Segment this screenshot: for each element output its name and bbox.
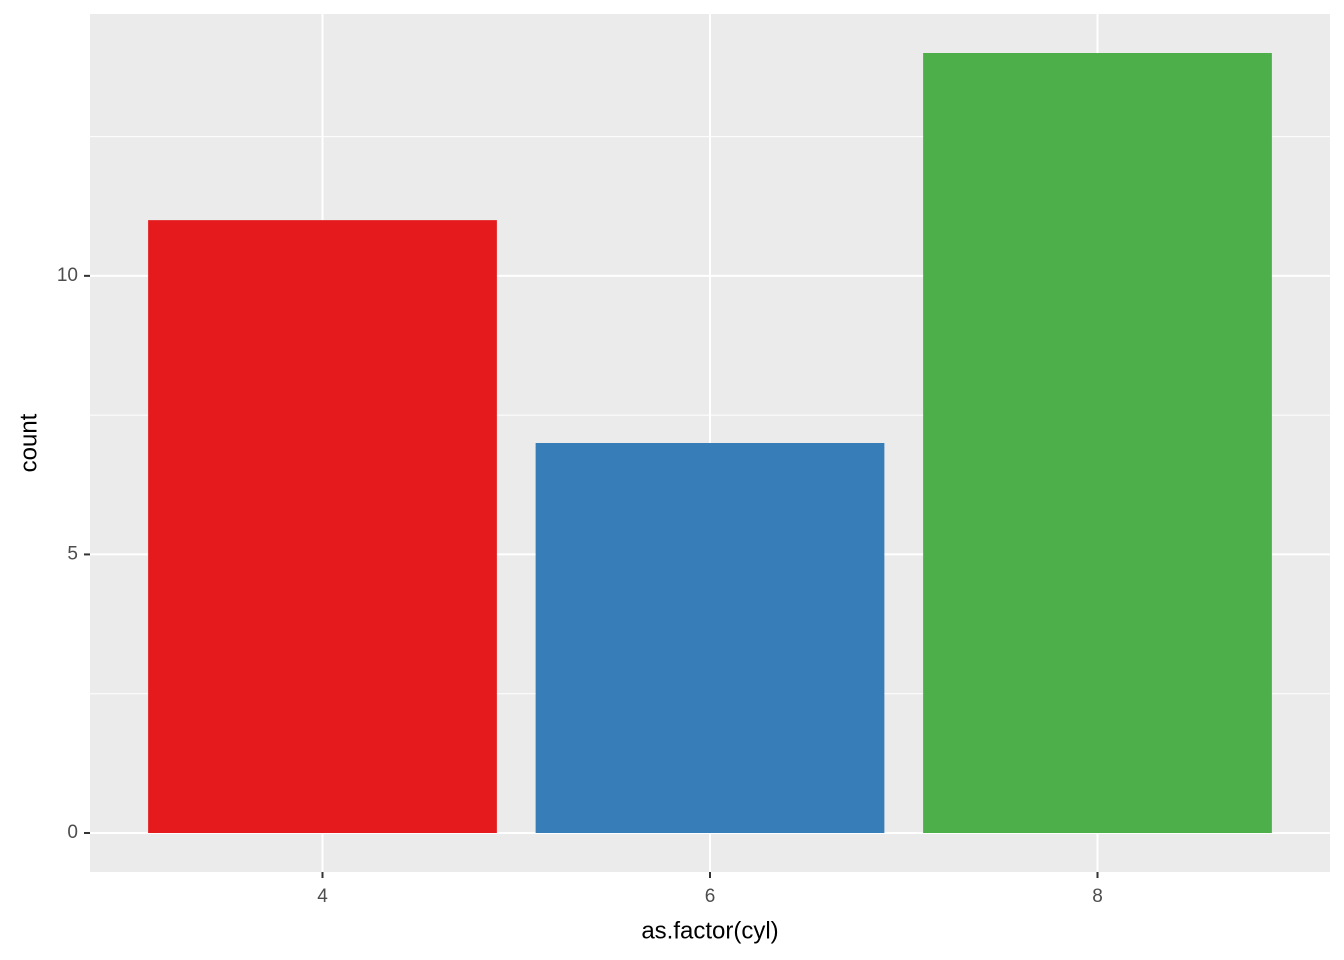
y-axis-title: count <box>15 413 42 472</box>
bars <box>148 53 1272 834</box>
x-tick-label: 6 <box>705 886 716 907</box>
y-tick-label: 0 <box>67 822 78 843</box>
x-axis-title: as.factor(cyl) <box>641 917 778 944</box>
bar <box>148 220 497 834</box>
x-tick-label: 8 <box>1092 886 1103 907</box>
y-tick-label: 5 <box>67 543 78 564</box>
y-tick-label: 10 <box>57 265 78 286</box>
bar <box>923 53 1272 833</box>
x-tick-label: 4 <box>317 886 328 907</box>
bar <box>535 443 885 833</box>
